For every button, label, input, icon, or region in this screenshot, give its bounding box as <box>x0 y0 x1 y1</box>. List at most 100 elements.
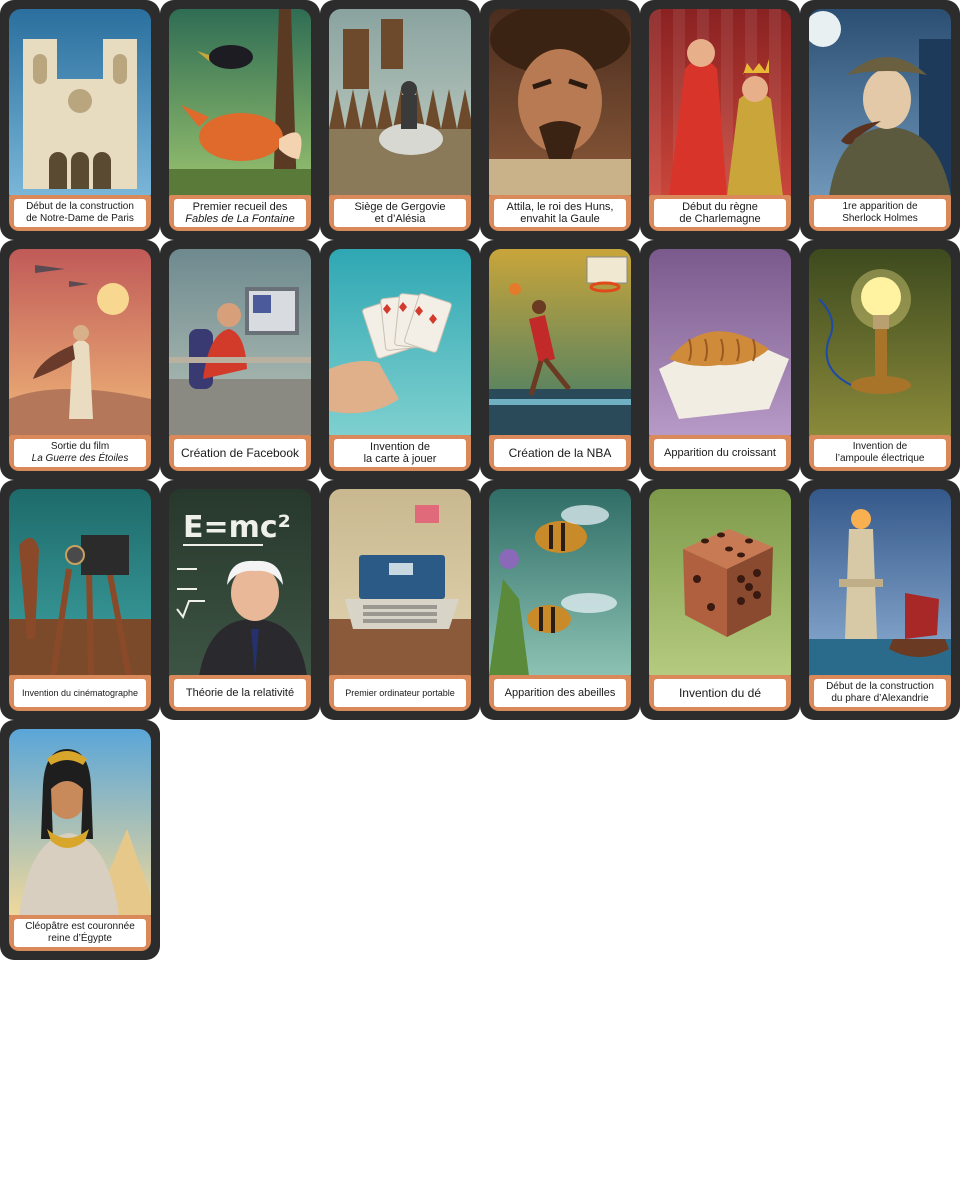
illustration-siege-icon <box>329 9 471 196</box>
horse <box>379 123 443 155</box>
card-croissant[interactable]: Apparition du croissant <box>640 240 800 480</box>
card-fables[interactable]: Premier recueil des Fables de La Fontaine <box>160 0 320 240</box>
card-caption-line-2: Fables de La Fontaine <box>185 213 295 225</box>
illustration-projector-icon <box>9 489 151 676</box>
card-caption: Création de Facebook <box>174 439 306 467</box>
deerstalker <box>847 57 927 75</box>
cape <box>33 345 75 379</box>
card-caption-line-1: Début du règne <box>682 200 758 213</box>
card-sherlock[interactable]: 1re apparition de Sherlock Holmes <box>800 0 960 240</box>
card-caption: Invention de l’ampoule électrique <box>814 439 946 467</box>
card-caption: Cléopâtre est couronnée reine d’Égypte <box>14 919 146 947</box>
card-caption: Théorie de la relativité <box>174 679 306 707</box>
knight <box>401 95 417 129</box>
card-caption-line-1: 1re apparition de <box>842 200 918 212</box>
card-caption: Premier recueil des Fables de La Fontaine <box>174 199 306 227</box>
card-label-frame: Invention du dé <box>649 675 791 711</box>
card-nba[interactable]: Création de la NBA <box>480 240 640 480</box>
card-illustration <box>9 729 151 916</box>
die-left <box>683 549 727 637</box>
card-caption-line-1: Apparition des abeilles <box>504 686 616 699</box>
ships <box>35 265 89 287</box>
card-caption-line-1: Invention du cinématographe <box>21 687 139 698</box>
card-caption-line-1: Sortie du film <box>50 440 110 452</box>
card-label-frame: Invention de la carte à jouer <box>329 435 471 471</box>
card-caption: Invention du cinématographe <box>14 679 146 707</box>
lamp <box>19 537 39 639</box>
card-facebook[interactable]: Création de Facebook <box>160 240 320 480</box>
collar <box>47 829 89 848</box>
bulb <box>861 277 901 317</box>
card-de[interactable]: Invention du dé <box>640 480 800 720</box>
hair <box>41 749 93 839</box>
pipe <box>841 121 881 145</box>
stand <box>875 329 887 379</box>
die-right <box>727 547 773 637</box>
illustration-portrait-icon <box>489 9 631 196</box>
card-relativite[interactable]: E=mc² Théorie de la relativité <box>160 480 320 720</box>
card-alesia[interactable]: Siège de Gergovie et d’Alésia <box>320 0 480 240</box>
card-label-frame: Apparition du croissant <box>649 435 791 471</box>
card-caption: Invention du dé <box>654 679 786 707</box>
card-notre-dame[interactable]: Début de la construction de Notre-Dame de… <box>0 0 160 240</box>
card-caption: Apparition du croissant <box>654 439 786 467</box>
card-cleopatre[interactable]: Cléopâtre est couronnée reine d’Égypte <box>0 720 160 960</box>
illustration-lighthouse-icon <box>809 489 951 676</box>
card-illustration <box>9 9 151 196</box>
card-caption-line-1: Siège de Gergovie <box>354 200 446 213</box>
card-caption-line-2: reine d’Égypte <box>48 933 112 944</box>
projector <box>81 535 129 575</box>
card-phare[interactable]: Début de la construction du phare d’Alexa… <box>800 480 960 720</box>
beard <box>539 121 581 159</box>
card-illustration <box>9 249 151 436</box>
illustration-dice-icon <box>649 489 791 676</box>
card-cinema[interactable]: Invention du cinématographe <box>0 480 160 720</box>
card-label-frame: Siège de Gergovie et d’Alésia <box>329 195 471 231</box>
card-ampoule[interactable]: Invention de l’ampoule électrique <box>800 240 960 480</box>
card-cards[interactable]: Invention de la carte à jouer <box>320 240 480 480</box>
screen-lid <box>359 555 445 599</box>
card-illustration <box>649 249 791 436</box>
card-label-frame: Début de la construction de Notre-Dame de… <box>9 195 151 231</box>
face <box>231 565 279 621</box>
card-label-frame: Premier ordinateur portable <box>329 675 471 711</box>
card-caption-line-1: Création de Facebook <box>180 445 300 460</box>
card-caption: Attila, le roi des Huns, envahit la Gaule <box>494 199 626 227</box>
card-caption: Invention de la carte à jouer <box>334 439 466 467</box>
card-caption: Apparition des abeilles <box>494 679 626 707</box>
card-label-frame: Apparition des abeilles <box>489 675 631 711</box>
rose-window <box>68 89 92 113</box>
card-caption-line-1: Invention de <box>852 440 908 452</box>
card-illustration <box>169 9 311 196</box>
person <box>203 329 247 379</box>
card-illustration <box>329 249 471 436</box>
illustration-blackboard-icon: E=mc² <box>169 489 311 676</box>
illustration-computer-icon <box>169 249 311 436</box>
card-star-wars[interactable]: Sortie du film La Guerre des Étoiles <box>0 240 160 480</box>
face <box>863 69 911 129</box>
card-caption-line-1: Premier recueil des <box>192 200 288 213</box>
illustration-croissant-icon <box>649 249 791 436</box>
card-label-frame: Cléopâtre est couronnée reine d’Égypte <box>9 915 151 951</box>
illustration-fox-icon <box>169 9 311 196</box>
card-caption-line-1: Invention de <box>370 440 430 453</box>
card-caption: Début de la construction du phare d’Alexa… <box>814 679 946 707</box>
card-charlemagne[interactable]: Début du règne de Charlemagne <box>640 0 800 240</box>
card-caption-line-1: Invention du dé <box>678 685 762 700</box>
card-caption-line-1: Premier ordinateur portable <box>345 687 455 698</box>
card-illustration <box>809 489 951 676</box>
card-label-frame: Attila, le roi des Huns, envahit la Gaule <box>489 195 631 231</box>
moon <box>809 11 841 47</box>
note <box>415 505 439 523</box>
card-caption-line-2: envahit la Gaule <box>520 213 600 225</box>
card-caption-line-2: Sherlock Holmes <box>842 213 918 224</box>
illustration-desert-icon <box>9 249 151 436</box>
card-illustration <box>169 249 311 436</box>
card-abeilles[interactable]: Apparition des abeilles <box>480 480 640 720</box>
card-attila[interactable]: Attila, le roi des Huns, envahit la Gaule <box>480 0 640 240</box>
backboard <box>586 256 628 284</box>
figure <box>69 340 93 419</box>
hand <box>329 361 399 414</box>
card-portable[interactable]: Premier ordinateur portable <box>320 480 480 720</box>
card-label-frame: Invention du cinématographe <box>9 675 151 711</box>
